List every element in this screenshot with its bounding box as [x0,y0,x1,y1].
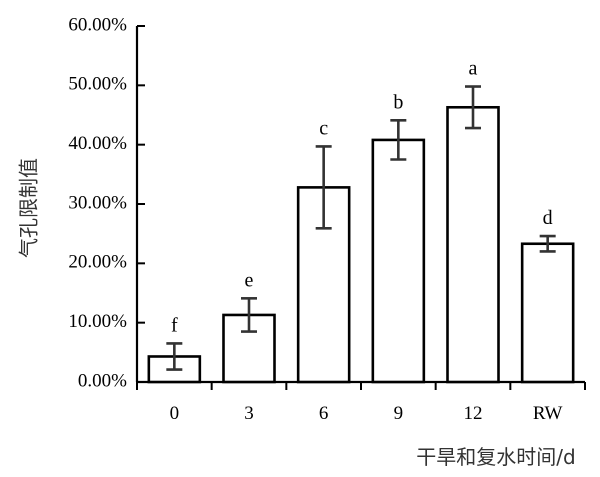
significance-labels: f e c b a d [171,58,553,337]
bar-6 [296,186,351,384]
y-tick-label: 40.00% [68,133,127,154]
error-bar-RW [539,234,556,253]
bar-12 [446,105,500,384]
y-tick-label: 30.00% [68,192,127,213]
error-bar-9 [390,119,407,161]
x-tick-label-6: 6 [319,403,329,424]
error-bar-0 [166,342,183,371]
x-axis-title: 干旱和复水时间/d [416,445,575,469]
y-tick-label: 0.00% [78,370,127,391]
significance-label-0: f [171,314,178,336]
significance-label-6: c [319,117,328,139]
x-tick-label-RW: RW [533,403,563,424]
significance-label-9: b [393,91,403,113]
bar-RW [520,242,575,384]
error-bar-6 [315,145,332,230]
y-axis: 0.00% 10.00% 20.00% 30.00% 40.00% 50.00% 60.00… [68,14,145,391]
x-tick-label-3: 3 [244,403,254,424]
bars [147,105,575,384]
significance-label-RW: d [543,207,553,229]
error-bar-3 [241,297,257,333]
x-axis: 0 3 6 9 12 RW [136,380,586,424]
error-bars [166,85,556,371]
x-tick-label-12: 12 [464,403,483,424]
x-tick-label-0: 0 [170,403,180,424]
y-tick-label: 10.00% [68,311,127,332]
y-axis-title: 气孔限制值 [17,158,41,258]
significance-label-3: e [245,269,254,291]
y-tick-label: 20.00% [68,252,127,273]
significance-label-12: a [469,58,478,80]
bar-9 [371,138,426,384]
error-bar-12 [465,85,481,130]
y-tick-label: 50.00% [68,74,127,95]
y-tick-label: 60.00% [68,14,127,35]
x-tick-label-9: 9 [394,403,404,424]
